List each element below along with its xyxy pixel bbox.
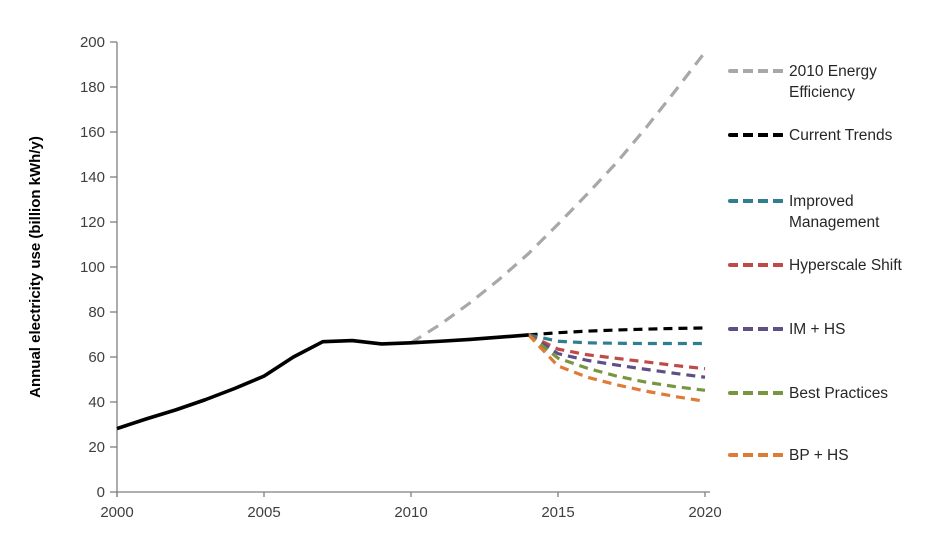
series-line-hyperscale-shift (527, 333, 706, 371)
legend-label: Current Trends (789, 127, 893, 144)
legend-label: Hyperscale Shift (789, 257, 902, 274)
legend-label: Best Practices (789, 385, 889, 402)
legend-item-best-practices: Best Practices (728, 383, 888, 404)
y-tick-label: 80 (88, 304, 105, 321)
legend-swatch-bp-plus-hs (728, 453, 784, 457)
legend-item-current-trends: Current Trends (728, 125, 892, 146)
y-tick-label: 100 (80, 259, 105, 276)
x-tick-label: 2000 (100, 504, 133, 521)
legend-swatch-current-trends (728, 133, 784, 137)
legend-swatch-2010-energy-efficiency (728, 69, 784, 73)
legend-label: BP + HS (789, 447, 849, 464)
legend-item-improved-management: Improved Management (728, 191, 879, 233)
y-axis-title: Annual electricity use (billion kWh/y) (27, 136, 44, 398)
series-line-current-trends (528, 326, 706, 337)
series-line-best-practices (527, 333, 706, 392)
y-tick-label: 20 (88, 439, 105, 456)
y-tick-label: 140 (80, 169, 105, 186)
legend-label: Efficiency (789, 84, 856, 101)
x-tick-label: 2010 (394, 504, 427, 521)
legend-swatch-hyperscale-shift (728, 263, 784, 267)
y-tick-label: 120 (80, 214, 105, 231)
x-tick-label: 2020 (688, 504, 721, 521)
y-tick-label: 0 (97, 484, 105, 501)
series-line-improved-management (528, 333, 705, 346)
legend-label: 2010 Energy (789, 63, 877, 80)
y-tick-label: 40 (88, 394, 105, 411)
legend-label: Management (789, 214, 880, 231)
x-tick-label: 2005 (247, 504, 280, 521)
legend-swatch-improved-management (728, 199, 784, 203)
y-tick-label: 160 (80, 124, 105, 141)
series-line-im-hs (527, 333, 706, 379)
legend-item-2010-energy-efficiency: 2010 Energy Efficiency (728, 61, 877, 103)
y-tick-label: 60 (88, 349, 105, 366)
x-tick-label: 2015 (541, 504, 574, 521)
series-line-2010-energy-efficiency (410, 51, 707, 345)
legend-label: Improved (789, 193, 854, 210)
legend-swatch-best-practices (728, 391, 784, 395)
legend-item-hyperscale-shift: Hyperscale Shift (728, 255, 902, 276)
legend-item-bp-plus-hs: BP + HS (728, 445, 849, 466)
y-tick-label: 180 (80, 79, 105, 96)
series-line-historical (116, 333, 529, 431)
legend-label: IM + HS (789, 321, 846, 338)
legend-item-im-plus-hs: IM + HS (728, 319, 845, 340)
y-tick-label: 200 (80, 34, 105, 51)
legend-swatch-im-plus-hs (728, 327, 784, 331)
plot-area: 0 20 40 60 80 100 120 140 160 180 200 2000 2005 2010 2… (80, 34, 722, 521)
legend: 2010 Energy Efficiency Current Trends Im… (728, 0, 938, 555)
